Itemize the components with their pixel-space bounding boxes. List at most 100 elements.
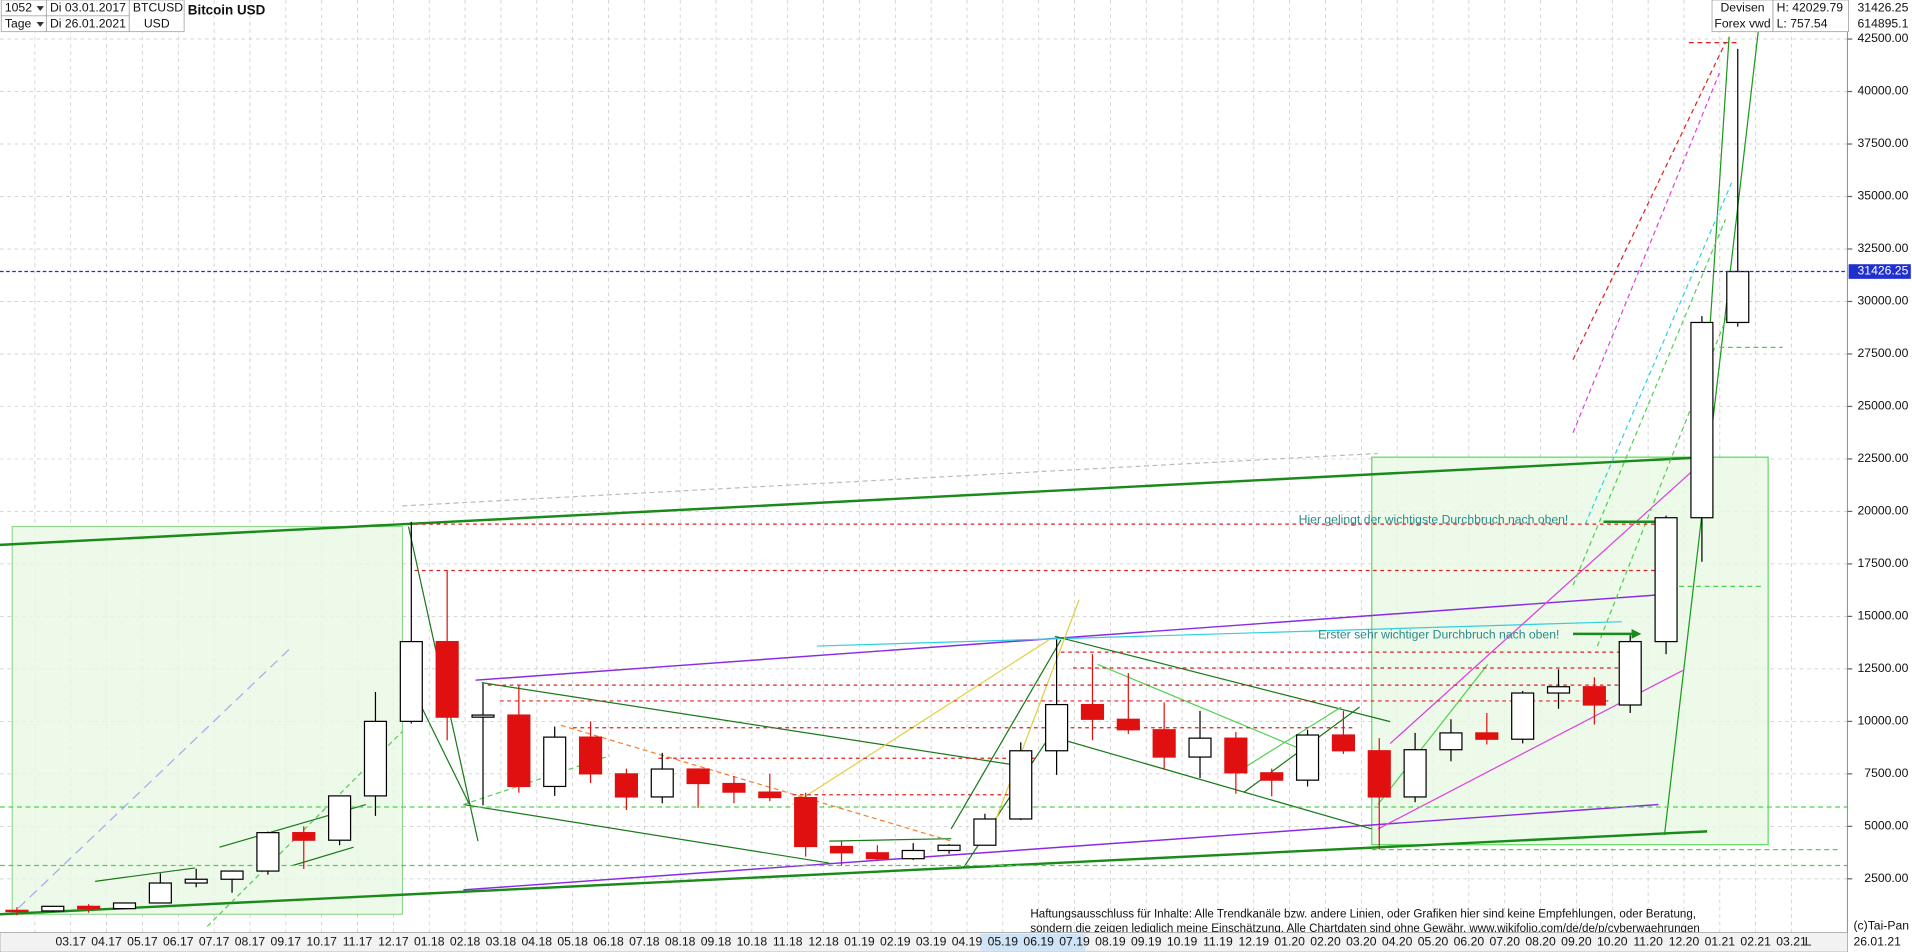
y-tick-label: 32500.00 — [1858, 241, 1909, 255]
footer-scale: L — [1805, 935, 1812, 949]
candle-body — [1546, 686, 1571, 694]
candle-body — [650, 768, 674, 798]
source: Forex vwd — [1714, 17, 1770, 31]
x-tick-label: 06.17 — [163, 935, 194, 949]
dropdown-icon[interactable] — [36, 6, 44, 11]
candle-body — [77, 905, 101, 910]
candle-body — [1690, 321, 1714, 519]
y-tick-label: 40000.00 — [1858, 84, 1909, 98]
x-tick-label: 07.18 — [629, 935, 660, 949]
trendline — [475, 594, 1659, 681]
period[interactable]: Tage — [5, 17, 32, 31]
last-price-label: 31426.25 — [1858, 264, 1909, 278]
y-tick-label: 5000.00 — [1864, 819, 1908, 833]
candle-body — [1152, 729, 1176, 758]
header-box — [128, 0, 185, 33]
dropdown-icon[interactable] — [36, 21, 44, 27]
candle-body — [901, 849, 925, 860]
x-tick-label: 06.19 — [1023, 935, 1054, 949]
x-tick-label: 09.18 — [701, 935, 732, 949]
x-tick-label: 05.17 — [127, 935, 158, 949]
candle-body — [220, 870, 244, 880]
footer-date: 26.01.21 — [1853, 935, 1901, 949]
disclaimer: Haftungsausschluss für Inhalte: Alle Tre… — [1030, 908, 1696, 920]
candle-body — [112, 902, 137, 910]
x-tick-label: 04.18 — [522, 935, 553, 949]
candle-body — [1439, 732, 1463, 751]
x-tick-label: 03.20 — [1346, 935, 1377, 949]
candle-body — [1726, 270, 1750, 324]
low: L: 757.54 — [1777, 17, 1828, 31]
start-date: Di 03.01.2017 — [50, 1, 126, 15]
x-axis-highlight — [980, 933, 1086, 951]
header-box — [1772, 0, 1849, 33]
y-tick-label: 2500.00 — [1864, 871, 1908, 885]
trendline — [1584, 182, 1733, 525]
candle-body — [1475, 732, 1499, 740]
candle-body — [148, 882, 172, 904]
candle-body — [1367, 750, 1391, 798]
x-tick-label: 03.21 — [1776, 935, 1807, 949]
candle-body — [937, 844, 961, 852]
x-axis-panel — [0, 932, 1848, 952]
candle-body — [1260, 772, 1284, 781]
trendline — [463, 803, 830, 864]
trendline — [1572, 219, 1727, 586]
candle-body — [614, 773, 638, 798]
y-tick-label: 12500.00 — [1858, 661, 1909, 675]
annotation: Erster sehr wichtiger Durchbruch nach ob… — [1318, 627, 1559, 641]
candle-body — [1045, 703, 1069, 752]
x-tick-label: 01.21 — [1705, 935, 1736, 949]
candle-body — [5, 909, 29, 913]
trendline — [206, 730, 403, 927]
y-tick-label: 35000.00 — [1858, 189, 1909, 203]
y-tick-label: 15000.00 — [1858, 609, 1909, 623]
currency: USD — [144, 17, 170, 31]
trendline — [0, 455, 1708, 547]
volume: 614895.1 — [1858, 17, 1909, 31]
x-tick-label: 01.20 — [1274, 935, 1305, 949]
x-tick-label: 12.20 — [1669, 935, 1700, 949]
x-tick-label: 08.19 — [1095, 935, 1126, 949]
annotation: Hier gelingt der wichtigste Durchbruch n… — [1299, 513, 1569, 527]
x-tick-label: 02.18 — [450, 935, 481, 949]
x-tick-label: 09.17 — [271, 935, 302, 949]
x-tick-label: 12.19 — [1239, 935, 1270, 949]
x-tick-label: 04.17 — [91, 935, 122, 949]
x-axis: 03.17 04.17 05.17 06.17 07.17 08.17 09.17 10.17… — [55, 935, 1807, 949]
x-tick-label: 10.20 — [1597, 935, 1628, 949]
disclaimer: sondern die zeigen lediglich meine Einsc… — [1030, 923, 1699, 935]
candle-body — [363, 720, 388, 797]
trendlines — [0, 30, 1848, 927]
x-tick-label: 09.19 — [1131, 935, 1162, 949]
y-tick-label: 22500.00 — [1858, 451, 1909, 465]
candle-body — [399, 640, 423, 722]
x-tick-label: 12.18 — [808, 935, 839, 949]
trendline — [1572, 42, 1727, 360]
y-tick-label: 7500.00 — [1864, 766, 1908, 780]
x-tick-label: 11.20 — [1633, 935, 1663, 949]
high: H: 42029.79 — [1777, 1, 1844, 15]
x-tick-label: 07.19 — [1059, 935, 1090, 949]
x-tick-label: 07.20 — [1489, 935, 1520, 949]
y-axis: 2500.00 5000.00 7500.00 10000.00 12500.00 150… — [1847, 31, 1911, 885]
candle-body — [1188, 737, 1212, 758]
y-tick-label: 20000.00 — [1858, 504, 1909, 518]
x-tick-label: 08.17 — [235, 935, 266, 949]
candle-body — [722, 782, 746, 793]
trendline — [950, 639, 1062, 830]
candle-body — [507, 714, 531, 788]
x-tick-label: 08.20 — [1525, 935, 1556, 949]
y-tick-label: 10000.00 — [1858, 714, 1909, 728]
candle-body — [1654, 517, 1678, 643]
candle-body — [328, 795, 352, 841]
trendline — [1097, 663, 1318, 757]
x-tick-label: 10.17 — [306, 935, 337, 949]
trendline — [1054, 736, 1372, 830]
x-tick-label: 01.18 — [414, 935, 445, 949]
x-tick-label: 05.20 — [1418, 935, 1449, 949]
bars-count[interactable]: 1052 — [5, 1, 32, 15]
x-tick-label: 06.20 — [1454, 935, 1485, 949]
y-tick-label: 25000.00 — [1858, 399, 1909, 413]
end-date: Di 26.01.2021 — [50, 17, 126, 31]
